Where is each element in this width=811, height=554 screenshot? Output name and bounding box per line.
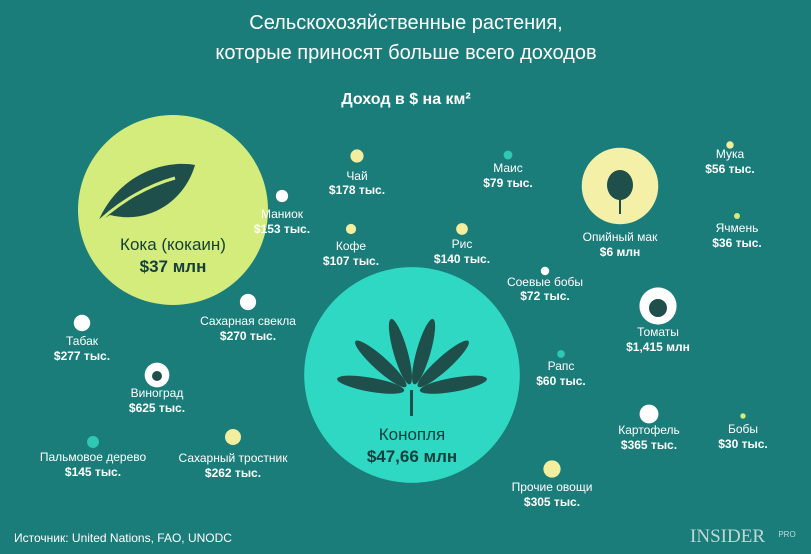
bubble-value: $153 тыс. (254, 222, 310, 236)
poppy-icon (607, 170, 633, 200)
bubble-value: $365 тыс. (621, 438, 677, 452)
bubble (456, 223, 468, 235)
bubble-value: $36 тыс. (712, 236, 762, 250)
bubble-name: Пальмовое дерево (40, 450, 147, 464)
leaf-stem (90, 176, 176, 230)
grape-icon (152, 371, 162, 381)
bubble-name: Мука (716, 147, 745, 161)
bubble-value: $72 тыс. (520, 289, 570, 303)
bubble-value: $270 тыс. (220, 329, 276, 343)
bubble-name: Сахарный тростник (179, 451, 289, 465)
logo: INSIDER (690, 526, 765, 547)
bubble-name: Бобы (728, 422, 758, 436)
bubble-name: Конопля (379, 425, 446, 444)
subtitle: Доход в $ на км² (341, 91, 470, 108)
bubble-value: $145 тыс. (65, 465, 121, 479)
bubble (239, 293, 257, 311)
bubble-value: $305 тыс. (524, 495, 580, 509)
source: Источник: United Nations, FAO, UNODC (14, 531, 232, 545)
bubble (225, 429, 241, 445)
bubble-name: Чай (346, 169, 367, 183)
poppy-stem (619, 198, 621, 214)
bubble-name: Рис (452, 237, 473, 251)
bubble-name: Сахарная свекла (200, 314, 296, 328)
bubble-value: $1,415 млн (626, 340, 690, 354)
bubble-name: Кофе (336, 239, 367, 253)
bubble-name: Соевые бобы (507, 275, 583, 289)
bubble-value: $79 тыс. (483, 176, 533, 190)
bubble-value: $6 млн (600, 245, 640, 259)
bubble (275, 189, 289, 203)
bubble (345, 223, 357, 235)
bubble-name: Картофель (618, 423, 680, 437)
bubble-value: $56 тыс. (705, 162, 755, 176)
bubble (350, 149, 364, 163)
bubble-name: Виноград (131, 386, 184, 400)
bubble-value: $140 тыс. (434, 252, 490, 266)
bubble (557, 350, 565, 358)
title-line: которые приносят больше всего доходов (215, 42, 596, 64)
bubble-name: Томаты (637, 325, 679, 339)
bubble (78, 115, 268, 305)
bubble-name: Маниок (261, 207, 304, 221)
bubble-value: $37 млн (140, 257, 207, 276)
bubble-value: $277 тыс. (54, 349, 110, 363)
title-line: Сельскохозяйственные растения, (249, 12, 562, 34)
bubble (73, 314, 91, 332)
bubble-value: $625 тыс. (129, 401, 185, 415)
bubble (639, 404, 659, 424)
bubble (726, 141, 734, 149)
logo-suffix: PRO (778, 530, 795, 539)
bubble-name: Ячмень (716, 221, 759, 235)
tomato-icon (649, 299, 667, 317)
bubble-value: $178 тыс. (329, 183, 385, 197)
bubble-value: $60 тыс. (536, 374, 586, 388)
bubble (304, 267, 520, 483)
bubble (740, 413, 746, 419)
bubble-value: $262 тыс. (205, 466, 261, 480)
bubble-name: Рапс (548, 359, 575, 373)
bubble-name: Табак (66, 334, 99, 348)
cannabis-icon (337, 318, 487, 416)
bubble (543, 460, 561, 478)
bubble-name: Прочие овощи (512, 480, 593, 494)
bubble (540, 266, 550, 276)
bubble (503, 150, 513, 160)
bubble (734, 213, 740, 219)
bubble-name: Опийный мак (583, 230, 658, 244)
bubble-name: Кока (кокаин) (120, 235, 226, 254)
bubble (87, 436, 99, 448)
bubble-value: $30 тыс. (718, 437, 768, 451)
bubble-name: Маис (493, 161, 523, 175)
bubble-value: $107 тыс. (323, 254, 379, 268)
bubble-value: $47,66 млн (367, 447, 457, 466)
